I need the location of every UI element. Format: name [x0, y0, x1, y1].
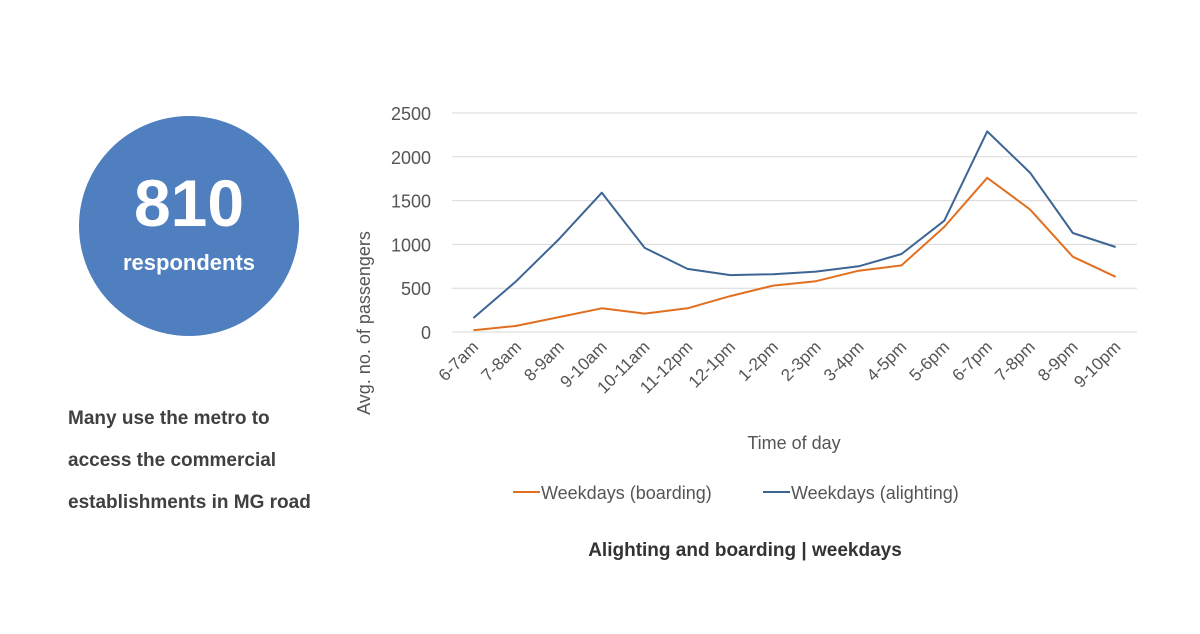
legend-label-0: Weekdays (boarding) — [541, 483, 712, 503]
x-tick-label: 12-1pm — [685, 337, 739, 391]
x-tick-label: 9-10pm — [1070, 337, 1124, 391]
grid-lines — [452, 112, 1137, 333]
series-lines — [472, 130, 1117, 332]
series-line-0 — [473, 176, 1117, 332]
y-tick-labels: 0 500 1000 1500 2000 2500 — [391, 104, 431, 343]
x-tick-label: 3-4pm — [820, 337, 868, 385]
y-tick-label: 2500 — [391, 104, 431, 124]
x-tick-label: 1-2pm — [734, 337, 782, 385]
y-tick-label: 1000 — [391, 235, 431, 255]
legend: Weekdays (boarding) Weekdays (alighting) — [513, 483, 959, 503]
y-tick-label: 2000 — [391, 148, 431, 168]
series-line-1 — [472, 130, 1116, 319]
y-tick-label: 0 — [421, 323, 431, 343]
y-axis-label: Avg. no. of passengers — [354, 231, 374, 415]
x-tick-label: 4-5pm — [863, 337, 911, 385]
side-note: Many use the metro to access the commerc… — [68, 408, 311, 513]
x-tick-label: 6-7am — [435, 337, 483, 385]
respondents-count: 810 — [133, 166, 245, 240]
respondents-circle: 810 respondents — [79, 116, 299, 336]
respondents-label: respondents — [122, 250, 256, 275]
x-tick-label: 5-6pm — [906, 337, 954, 385]
y-tick-label: 1500 — [391, 192, 431, 212]
y-tick-label: 500 — [401, 279, 431, 299]
x-tick-label: 2-3pm — [777, 337, 825, 385]
legend-label-1: Weekdays (alighting) — [791, 483, 959, 503]
x-tick-label: 6-7pm — [948, 337, 996, 385]
x-tick-labels: 6-7am7-8am8-9am9-10am10-11am11-12pm12-1p… — [435, 337, 1125, 397]
x-tick-label: 7-8pm — [991, 337, 1039, 385]
chart-title: Alighting and boarding | weekdays — [588, 540, 902, 561]
x-axis-label: Time of day — [747, 433, 840, 453]
x-tick-label: 7-8am — [478, 337, 526, 385]
